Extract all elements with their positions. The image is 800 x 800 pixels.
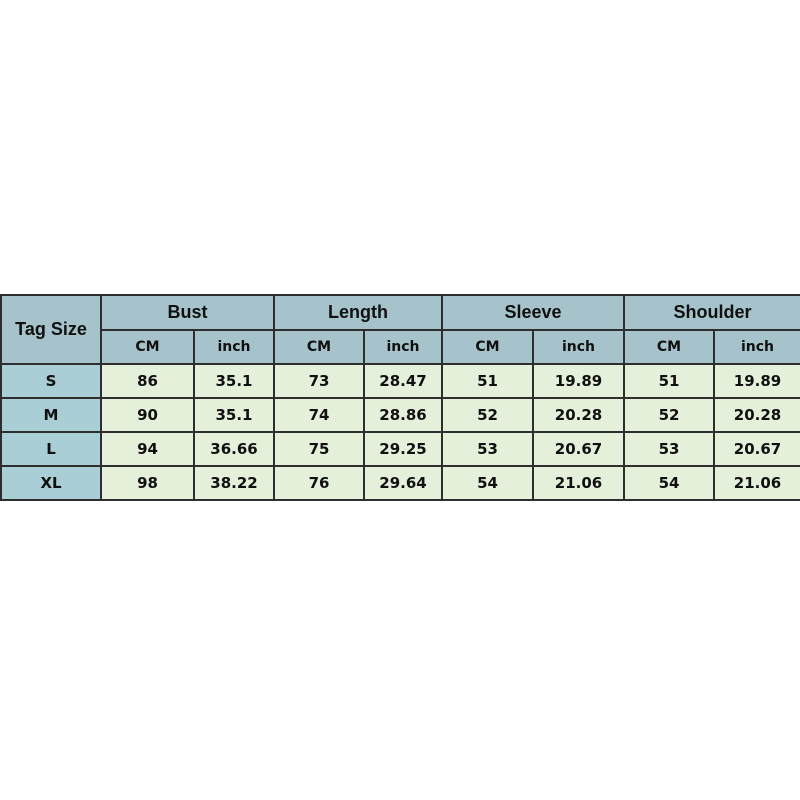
data-cell: 75: [273, 431, 365, 467]
data-cell: 54: [623, 465, 715, 501]
size-chart-table: Tag Size Bust Length Sleeve Shoulder CM …: [0, 294, 800, 501]
data-cell: 53: [441, 431, 534, 467]
data-cell: 74: [273, 397, 365, 433]
data-cell: 38.22: [193, 465, 275, 501]
table-row-l: L 94 36.66 75 29.25 53 20.67 53 20.67: [0, 431, 800, 467]
group-header-sleeve: Sleeve: [441, 294, 625, 331]
data-cell: 29.64: [363, 465, 443, 501]
data-cell: 54: [441, 465, 534, 501]
unit-header-length-cm: CM: [273, 329, 365, 365]
data-cell: 90: [100, 397, 195, 433]
unit-header-sleeve-inch: inch: [532, 329, 625, 365]
group-header-row: Tag Size Bust Length Sleeve Shoulder: [0, 294, 800, 365]
data-cell: 52: [441, 397, 534, 433]
data-cell: 28.86: [363, 397, 443, 433]
unit-header-shoulder-cm: CM: [623, 329, 715, 365]
table-row-s: S 86 35.1 73 28.47 51 19.89 51 19.89: [0, 363, 800, 399]
data-cell: 21.06: [532, 465, 625, 501]
data-cell: 51: [441, 363, 534, 399]
data-cell: 52: [623, 397, 715, 433]
data-cell: 20.67: [712, 431, 800, 467]
table-row-xl: XL 98 38.22 76 29.64 54 21.06 54 21.06: [0, 465, 800, 501]
data-cell: 20.28: [532, 397, 625, 433]
data-cell: 35.1: [193, 363, 275, 399]
size-cell: L: [0, 431, 102, 467]
group-header-bust: Bust: [100, 294, 275, 331]
unit-header-shoulder-inch: inch: [712, 329, 800, 365]
data-cell: 21.06: [712, 465, 800, 501]
data-cell: 98: [100, 465, 195, 501]
size-cell: M: [0, 397, 102, 433]
data-cell: 51: [623, 363, 715, 399]
group-header-shoulder: Shoulder: [622, 294, 800, 331]
data-cell: 53: [623, 431, 715, 467]
unit-header-row: CM inch CM inch CM inch CM inch: [1, 329, 800, 365]
size-cell: XL: [0, 465, 102, 501]
data-cell: 86: [100, 363, 195, 399]
data-cell: 35.1: [193, 397, 275, 433]
data-cell: 19.89: [712, 363, 800, 399]
data-cell: 29.25: [363, 431, 443, 467]
size-cell: S: [0, 363, 102, 399]
unit-header-sleeve-cm: CM: [441, 329, 534, 365]
data-cell: 20.67: [532, 431, 625, 467]
unit-header-bust-inch: inch: [193, 329, 275, 365]
data-cell: 19.89: [532, 363, 625, 399]
data-cell: 36.66: [193, 431, 275, 467]
unit-header-bust-cm: CM: [100, 329, 195, 365]
table-row-m: M 90 35.1 74 28.86 52 20.28 52 20.28: [0, 397, 800, 433]
tag-size-header: Tag Size: [0, 294, 102, 365]
data-cell: 20.28: [712, 397, 800, 433]
data-cell: 73: [273, 363, 365, 399]
data-cell: 94: [100, 431, 195, 467]
data-cell: 28.47: [363, 363, 443, 399]
unit-header-length-inch: inch: [363, 329, 443, 365]
data-cell: 76: [273, 465, 365, 501]
group-header-length: Length: [273, 294, 443, 331]
